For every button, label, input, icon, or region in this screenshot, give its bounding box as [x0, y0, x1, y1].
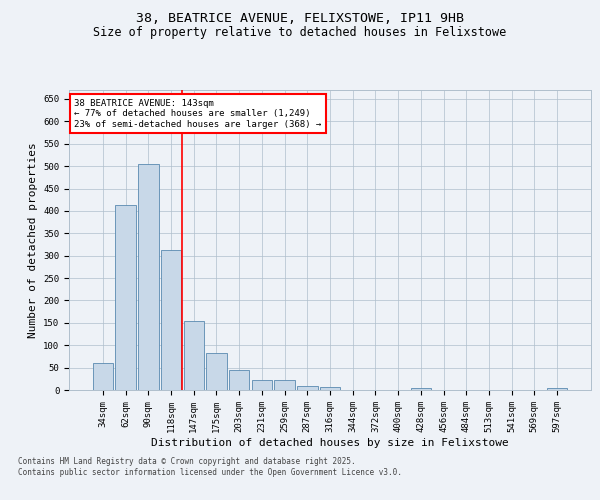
- Bar: [410, 388, 431, 390]
- Bar: [161, 250, 181, 390]
- Bar: [206, 354, 227, 390]
- Text: 38 BEATRICE AVENUE: 143sqm
← 77% of detached houses are smaller (1,249)
23% of s: 38 BEATRICE AVENUE: 143sqm ← 77% of deta…: [74, 99, 322, 129]
- Bar: [229, 370, 250, 390]
- Bar: [93, 363, 113, 390]
- Bar: [251, 380, 272, 390]
- Bar: [297, 386, 317, 390]
- Y-axis label: Number of detached properties: Number of detached properties: [28, 142, 38, 338]
- Text: Contains HM Land Registry data © Crown copyright and database right 2025.
Contai: Contains HM Land Registry data © Crown c…: [18, 458, 402, 477]
- Text: Size of property relative to detached houses in Felixstowe: Size of property relative to detached ho…: [94, 26, 506, 39]
- Bar: [138, 164, 158, 390]
- Bar: [274, 380, 295, 390]
- Bar: [184, 322, 204, 390]
- X-axis label: Distribution of detached houses by size in Felixstowe: Distribution of detached houses by size …: [151, 438, 509, 448]
- Bar: [547, 388, 567, 390]
- Text: 38, BEATRICE AVENUE, FELIXSTOWE, IP11 9HB: 38, BEATRICE AVENUE, FELIXSTOWE, IP11 9H…: [136, 12, 464, 26]
- Bar: [320, 388, 340, 390]
- Bar: [115, 205, 136, 390]
